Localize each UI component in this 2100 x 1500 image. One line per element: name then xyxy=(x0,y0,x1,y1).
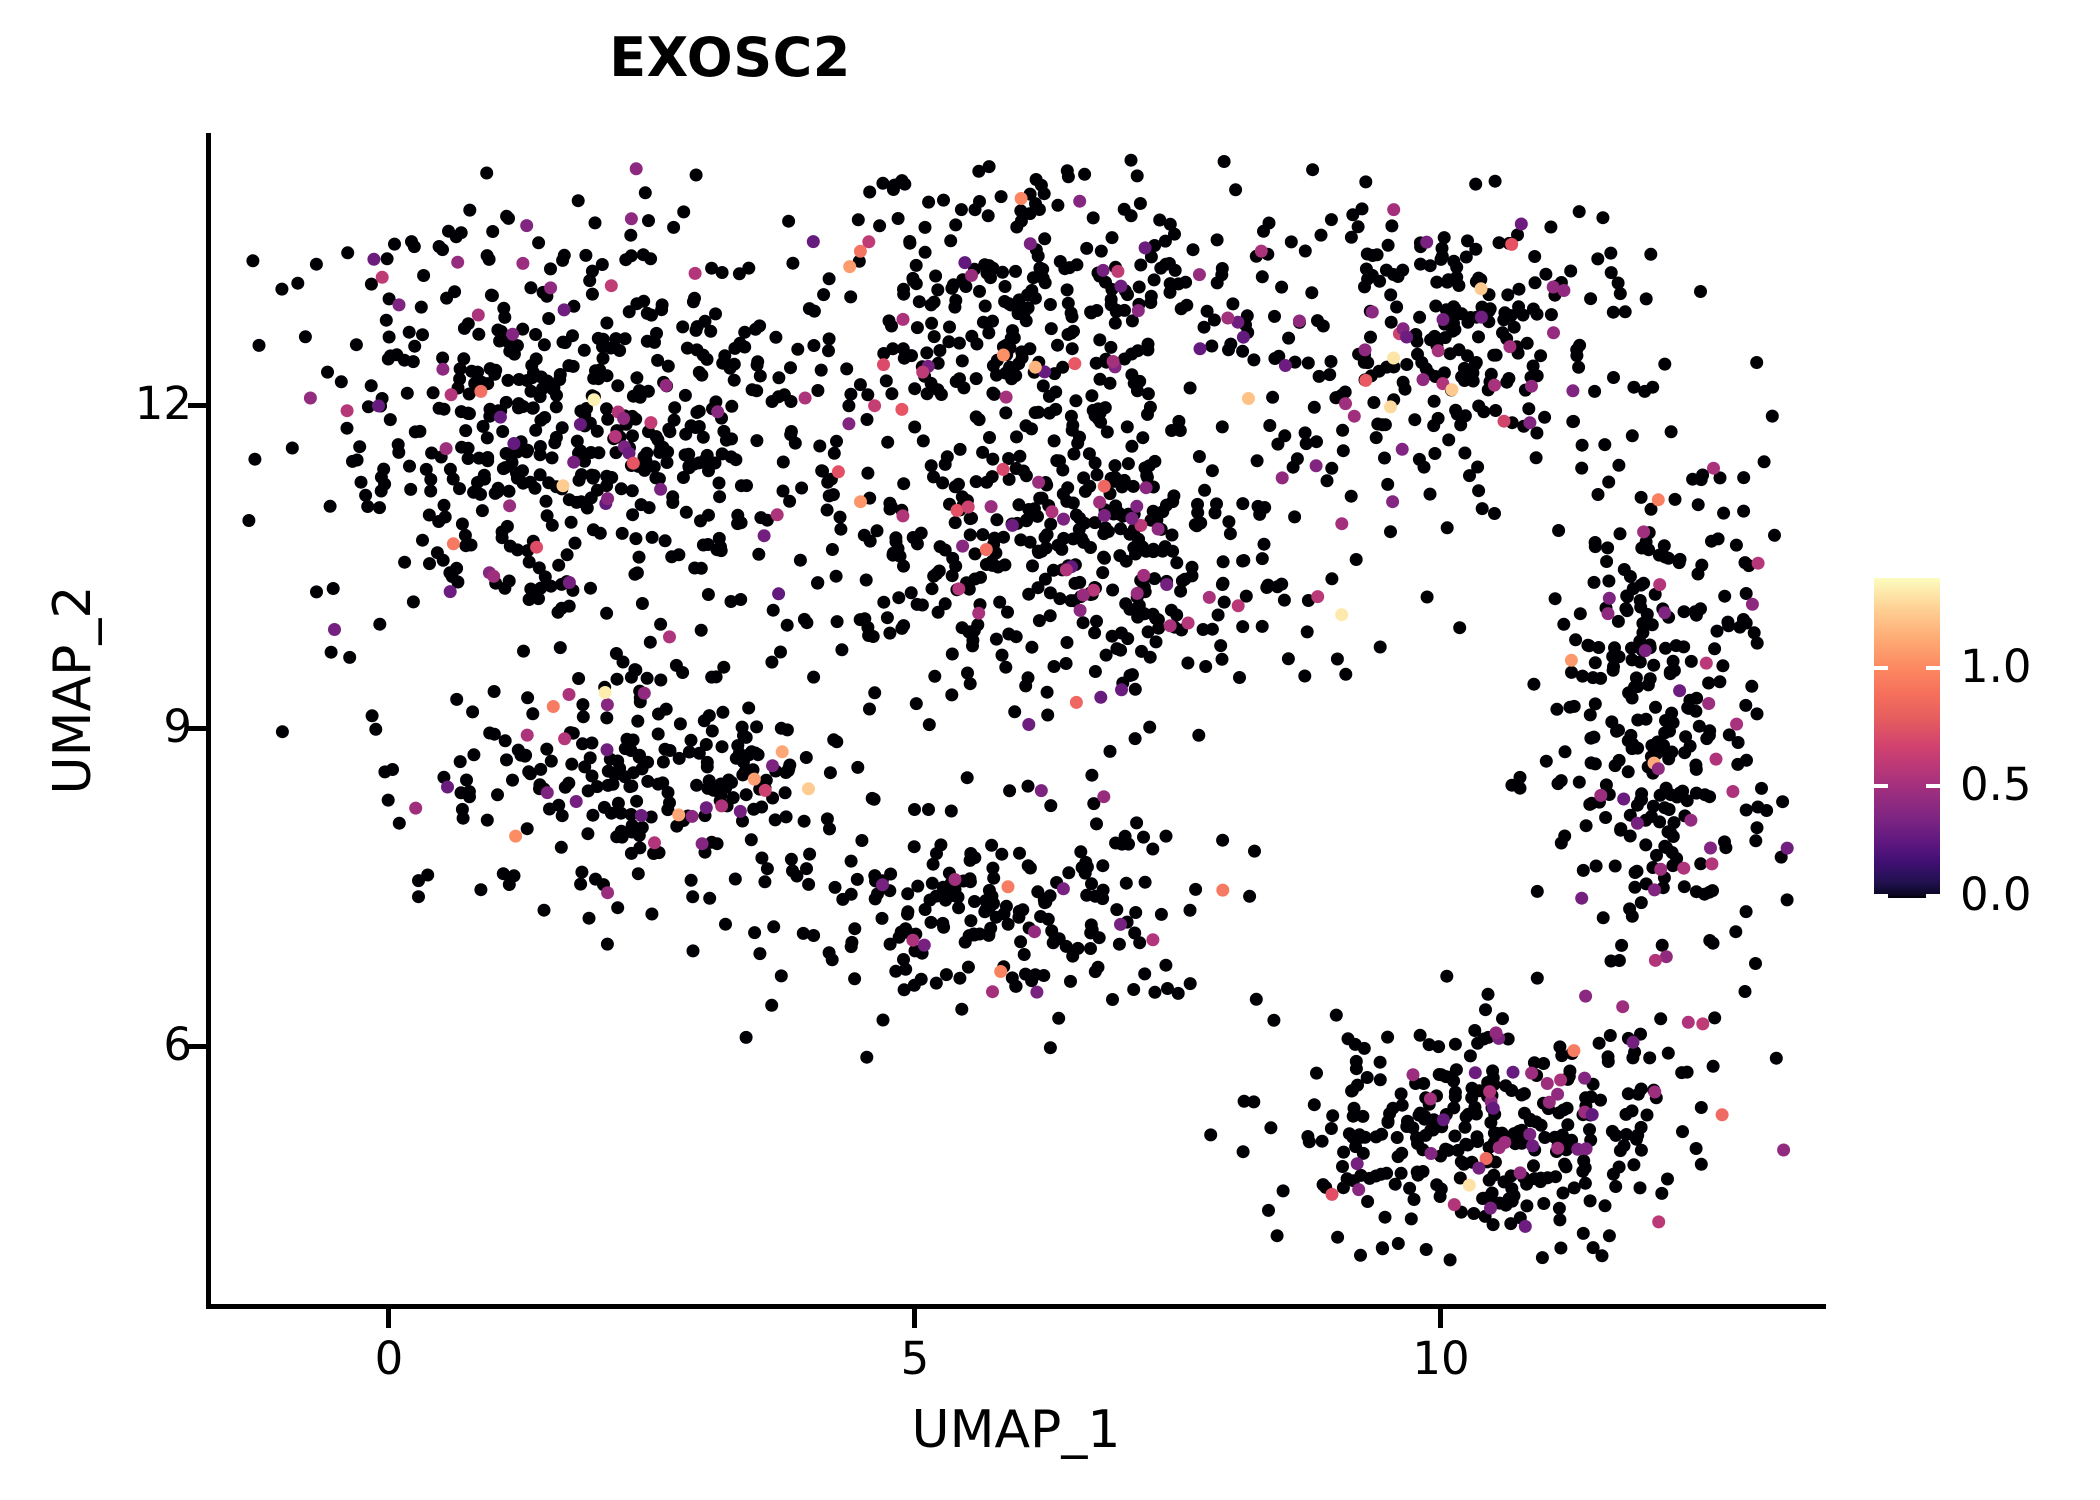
colorbar-tick-label-0.0: 0.0 xyxy=(1960,868,2032,921)
scatter-points-svg xyxy=(242,153,1794,1267)
y-tick-mark-9 xyxy=(188,726,207,731)
colorbar-tick-mark-0.0-left xyxy=(1874,894,1888,898)
colorbar-tick-mark-0.5-left xyxy=(1874,784,1888,788)
scatter-plot-area xyxy=(211,115,1826,1304)
y-axis-label: UMAP_2 xyxy=(43,585,103,795)
y-tick-mark-12 xyxy=(188,403,207,408)
colorbar-tick-label-0.5: 0.5 xyxy=(1960,758,2032,811)
colorbar-tick-mark-1.0-right xyxy=(1926,666,1940,670)
y-axis-spine xyxy=(206,133,211,1309)
colorbar-tick-mark-1.0-left xyxy=(1874,666,1888,670)
x-tick-mark-10 xyxy=(1438,1309,1443,1328)
points-layer xyxy=(242,153,1794,1267)
x-axis-label: UMAP_1 xyxy=(911,1400,1121,1460)
y-tick-label-12: 12 xyxy=(134,377,192,430)
colorbar-tick-mark-0.5-right xyxy=(1926,784,1940,788)
colorbar-gradient xyxy=(1874,578,1940,898)
colorbar-tick-mark-0.0-right xyxy=(1926,894,1940,898)
colorbar: 1.0 0.5 0.0 xyxy=(1874,578,2094,917)
x-tick-label-0: 0 xyxy=(374,1332,404,1385)
colorbar-tick-label-1.0: 1.0 xyxy=(1960,640,2032,693)
y-tick-mark-6 xyxy=(188,1044,207,1049)
x-tick-label-10: 10 xyxy=(1412,1332,1470,1385)
x-tick-label-5: 5 xyxy=(900,1332,930,1385)
y-tick-label-9: 9 xyxy=(163,700,192,753)
page-title: EXOSC2 xyxy=(609,26,851,89)
x-tick-mark-5 xyxy=(912,1309,917,1328)
x-tick-mark-0 xyxy=(386,1309,391,1328)
x-axis-spine xyxy=(206,1304,1826,1309)
y-tick-label-6: 6 xyxy=(163,1018,192,1071)
